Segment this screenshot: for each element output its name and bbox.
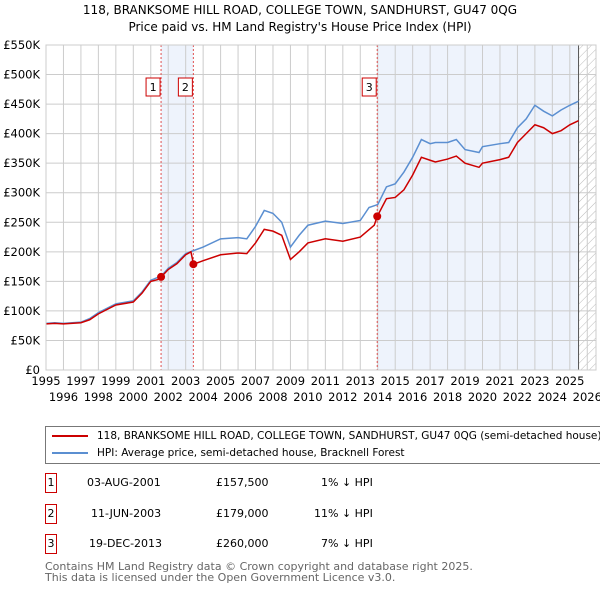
x-tick-label: 2026 [573, 390, 600, 404]
transaction-row: 1 03-AUG-2001 £157,500 1% ↓ HPI [45, 473, 445, 497]
x-tick-label: 1999 [101, 374, 130, 388]
licence-note: This data is licensed under the Open Gov… [45, 571, 396, 584]
copyright-note: Contains HM Land Registry data © Crown c… [45, 560, 473, 573]
y-tick-label: £400K [3, 127, 40, 141]
price: £157,500 [216, 476, 269, 489]
shaded-period [161, 45, 194, 370]
sale-point [373, 212, 382, 221]
x-tick-label: 2025 [555, 374, 584, 388]
price-chart: £0 £50K £100K £150K £200K £250K £300K £350K £400… [3, 38, 600, 404]
x-tick-label: 2008 [258, 390, 287, 404]
red-line-swatch [52, 435, 88, 437]
marker-badge: 1 [45, 473, 57, 493]
x-tick-label: 2007 [241, 374, 270, 388]
y-tick-label: £350K [3, 156, 40, 170]
y-tick-label: £500K [3, 68, 40, 82]
x-tick-label: 1996 [49, 390, 78, 404]
sale-marker-label: 2 [182, 81, 189, 94]
price-paid-line [45, 119, 579, 325]
x-tick-label: 2004 [189, 390, 218, 404]
x-tick-label: 2005 [206, 374, 235, 388]
y-tick-label: £100K [3, 304, 40, 318]
x-tick-label: 2013 [346, 374, 375, 388]
x-tick-label: 2011 [311, 374, 340, 388]
hpi-diff: 7% ↓ HPI [321, 537, 373, 550]
x-tick-label: 2017 [415, 374, 444, 388]
y-tick-label: £50K [11, 333, 41, 347]
sale-point [157, 272, 166, 281]
legend-item-property: 118, BRANKSOME HILL ROAD, COLLEGE TOWN, … [52, 430, 600, 442]
legend-label: 118, BRANKSOME HILL ROAD, COLLEGE TOWN, … [97, 430, 600, 442]
date: 19-DEC-2013 [89, 537, 163, 550]
y-tick-label: £550K [3, 38, 40, 52]
x-tick-label: 2018 [433, 390, 462, 404]
legend: 118, BRANKSOME HILL ROAD, COLLEGE TOWN, … [45, 426, 600, 464]
x-tick-label: 2015 [381, 374, 410, 388]
chart-subtitle: Price paid vs. HM Land Registry's House … [128, 20, 472, 34]
price: £260,000 [216, 537, 269, 550]
transaction-row: 2 11-JUN-2003 £179,000 11% ↓ HPI [45, 504, 445, 528]
x-tick-label: 2010 [293, 390, 322, 404]
date: 03-AUG-2001 [87, 476, 161, 489]
hpi-diff: 11% ↓ HPI [314, 507, 373, 520]
sale-marker-box [145, 77, 161, 97]
sale-marker-box [177, 77, 193, 97]
y-tick-label: £150K [3, 274, 40, 288]
x-tick-label: 2006 [223, 390, 252, 404]
sale-marker-label: 1 [150, 81, 157, 94]
date: 11-JUN-2003 [91, 507, 162, 520]
shaded-period [377, 45, 579, 370]
sale-point [189, 260, 198, 269]
x-tick-label: 1995 [31, 374, 60, 388]
sale-marker-box [361, 77, 377, 97]
y-tick-label: £0 [25, 363, 40, 377]
sale-marker-label: 3 [366, 81, 373, 94]
y-tick-label: £250K [3, 215, 40, 229]
x-tick-label: 2002 [154, 390, 183, 404]
y-tick-label: £200K [3, 245, 40, 259]
plot-frame [45, 44, 597, 371]
x-tick-label: 2014 [363, 390, 392, 404]
legend-label: HPI: Average price, semi-detached house,… [97, 447, 405, 459]
x-tick-label: 2021 [485, 374, 514, 388]
x-tick-label: 2012 [328, 390, 357, 404]
x-tick-label: 1997 [66, 374, 95, 388]
x-tick-label: 2022 [503, 390, 532, 404]
x-tick-label: 2019 [450, 374, 479, 388]
y-tick-label: £300K [3, 186, 40, 200]
x-tick-label: 2001 [136, 374, 165, 388]
marker-badge: 2 [45, 504, 57, 524]
chart-title: 118, BRANKSOME HILL ROAD, COLLEGE TOWN, … [82, 3, 518, 17]
blue-line-swatch [52, 452, 88, 454]
marker-badge: 3 [45, 534, 57, 554]
x-tick-label: 2020 [468, 390, 497, 404]
price: £179,000 [216, 507, 269, 520]
x-tick-label: 2009 [276, 374, 305, 388]
x-tick-label: 2000 [119, 390, 148, 404]
x-tick-label: 2024 [538, 390, 567, 404]
x-tick-label: 1998 [84, 390, 113, 404]
legend-item-hpi: HPI: Average price, semi-detached house,… [52, 447, 405, 459]
x-tick-label: 2023 [520, 374, 549, 388]
x-tick-label: 2016 [398, 390, 427, 404]
transaction-row: 3 19-DEC-2013 £260,000 7% ↓ HPI [45, 534, 445, 558]
hpi-diff: 1% ↓ HPI [321, 476, 373, 489]
x-tick-label: 2003 [171, 374, 200, 388]
y-tick-label: £450K [3, 97, 40, 111]
